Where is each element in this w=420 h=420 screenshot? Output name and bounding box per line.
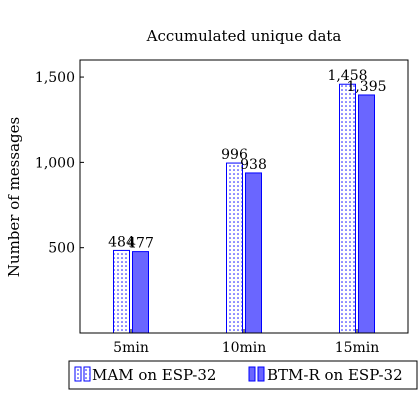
data-label-mam: 1,458 [327,68,367,84]
x-tick-label: 10min [222,340,267,356]
plot-frame [79,59,409,334]
bar-mam [113,249,130,334]
y-tick-label: 1,500 [35,70,75,86]
legend-label-btmr: BTM-R on ESP-32 [267,366,403,384]
legend: MAM on ESP-32 BTM-R on ESP-32 [68,360,418,390]
bar-btmr [358,94,375,334]
bar-mam [226,162,243,334]
y-axis-label: Number of messages [5,117,23,277]
data-label-btmr: 1,395 [346,79,386,95]
data-label-mam: 996 [221,147,248,163]
legend-box [68,360,418,390]
chart-title: Accumulated unique data [146,27,342,45]
bar-mam [339,83,356,334]
legend-label-mam: MAM on ESP-32 [92,366,216,384]
x-tick-label: 15min [335,340,380,356]
legend-swatch-btmr [248,366,256,382]
x-tick-label: 5min [113,340,149,356]
bar-btmr [132,251,149,334]
data-label-btmr: 477 [127,236,154,252]
legend-swatch-mam [74,366,82,382]
plot-area: 500 1,000 1,500 5min 10min 15min 484 996 1,458 47… [35,68,387,356]
data-label-mam: 484 [108,234,135,250]
legend-swatch-btmr-2 [257,366,265,382]
data-label-btmr: 938 [240,157,267,173]
legend-swatch-mam-2 [83,366,91,382]
bar-btmr [245,172,262,334]
y-tick-label: 1,000 [35,155,75,171]
y-tick-label: 500 [48,241,75,257]
